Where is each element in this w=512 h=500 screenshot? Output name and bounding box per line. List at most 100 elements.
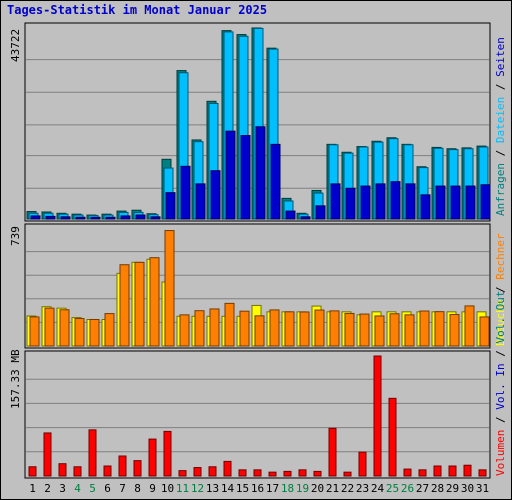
- bar-volumen-day-28: [433, 465, 442, 477]
- legend-entry: Seiten: [494, 37, 507, 77]
- bar-seiten-day-20: [315, 205, 326, 220]
- x-tick-label: 14: [221, 482, 235, 495]
- legend-entry: Vol. In: [494, 363, 507, 409]
- bar-seiten-day-19: [300, 216, 311, 220]
- x-tick-label: 6: [104, 482, 111, 495]
- bar-rechner-day-17: [269, 309, 280, 347]
- bar-rechner-day-7: [119, 264, 130, 347]
- bar-rechner-day-30: [464, 305, 475, 347]
- bar-volumen-day-29: [448, 465, 457, 477]
- top-ymax-label: 43722: [9, 29, 22, 62]
- x-tick-label: 23: [356, 482, 369, 495]
- bar-rechner-day-8: [134, 261, 145, 347]
- bar-seiten-day-23: [360, 185, 371, 220]
- bar-volumen-day-6: [103, 465, 112, 477]
- bar-rechner-day-15: [239, 310, 250, 347]
- panel-legend: Besuche / Rechner: [494, 233, 507, 346]
- bar-seiten-day-9: [150, 216, 161, 220]
- bar-seiten-day-3: [60, 216, 71, 220]
- bar-volumen-day-23: [358, 451, 367, 477]
- legend-entry: Anfragen: [494, 163, 507, 216]
- bar-seiten-day-25: [390, 181, 401, 220]
- bar-volumen-day-17: [268, 471, 277, 477]
- bar-volumen-day-15: [238, 469, 247, 477]
- bar-volumen-day-3: [58, 463, 67, 477]
- bar-volumen-day-8: [133, 460, 142, 477]
- bar-rechner-day-2: [44, 307, 55, 347]
- bar-seiten-day-4: [75, 216, 86, 220]
- bar-volumen-day-7: [118, 455, 127, 477]
- bar-seiten-day-31: [480, 184, 491, 220]
- bar-rechner-day-27: [419, 310, 430, 347]
- bar-volumen-day-19: [298, 469, 307, 477]
- bar-rechner-day-12: [194, 310, 205, 347]
- x-tick-label: 8: [134, 482, 141, 495]
- bar-seiten-day-11: [180, 165, 191, 220]
- bar-seiten-day-26: [405, 183, 416, 220]
- bar-volumen-day-20: [313, 470, 322, 477]
- bar-volumen-day-5: [88, 429, 97, 477]
- bar-rechner-day-18: [284, 311, 295, 347]
- x-tick-label: 15: [236, 482, 249, 495]
- bar-rechner-day-21: [329, 310, 340, 347]
- legend-separator: /: [494, 143, 507, 163]
- bar-volumen-day-27: [418, 469, 427, 477]
- bar-rechner-day-24: [374, 315, 385, 347]
- x-tick-label: 29: [446, 482, 459, 495]
- bar-rechner-day-10: [164, 230, 175, 347]
- x-tick-label: 9: [149, 482, 156, 495]
- bar-rechner-day-16: [254, 315, 265, 347]
- bar-rechner-day-13: [209, 308, 220, 347]
- bar-rechner-day-23: [359, 313, 370, 347]
- x-tick-label: 4: [74, 482, 81, 495]
- x-tick-label: 5: [89, 482, 96, 495]
- legend-entry: Volumen: [494, 430, 507, 476]
- bar-volumen-day-1: [28, 466, 37, 477]
- bar-seiten-day-28: [435, 185, 446, 220]
- bottom-panel: [24, 350, 491, 479]
- legend-separator: /: [494, 77, 507, 97]
- bar-rechner-day-25: [389, 313, 400, 347]
- bar-volumen-day-21: [328, 427, 337, 477]
- bar-volumen-day-11: [178, 470, 187, 477]
- bar-seiten-day-16: [255, 126, 266, 220]
- panel-legend: Volumen / Vol. In / Vol. Out: [494, 291, 507, 476]
- legend-entry: Besuche: [494, 300, 507, 346]
- bar-volumen-day-2: [43, 432, 52, 477]
- x-tick-label: 21: [326, 482, 339, 495]
- bar-volumen-day-22: [343, 471, 352, 477]
- x-tick-label: 24: [371, 482, 385, 495]
- bar-rechner-day-4: [74, 318, 85, 347]
- bar-rechner-day-6: [104, 313, 115, 347]
- bar-volumen-day-12: [193, 467, 202, 477]
- bar-volumen-day-13: [208, 466, 217, 477]
- legend-separator: /: [494, 344, 507, 364]
- x-tick-label: 2: [44, 482, 51, 495]
- bar-volumen-day-30: [463, 464, 472, 477]
- bar-volumen-day-10: [163, 430, 172, 477]
- bar-seiten-day-10: [165, 192, 176, 220]
- bar-seiten-day-17: [270, 143, 281, 220]
- bottom-ymax-label: 157.33 MB: [9, 349, 22, 409]
- x-tick-label: 30: [461, 482, 474, 495]
- x-tick-label: 31: [476, 482, 489, 495]
- bar-rechner-day-22: [344, 312, 355, 347]
- bar-volumen-day-25: [388, 397, 397, 477]
- bar-rechner-day-19: [299, 311, 310, 347]
- legend-entry: Dateien: [494, 97, 507, 143]
- x-tick-label: 1: [29, 482, 36, 495]
- bar-seiten-day-14: [225, 130, 236, 220]
- x-tick-label: 11: [176, 482, 189, 495]
- bar-seiten-day-8: [135, 214, 146, 220]
- bar-seiten-day-6: [105, 216, 116, 220]
- x-tick-label: 22: [341, 482, 354, 495]
- bar-volumen-day-26: [403, 468, 412, 477]
- bar-rechner-day-1: [29, 316, 40, 347]
- bar-rechner-day-20: [314, 309, 325, 347]
- x-tick-label: 12: [191, 482, 204, 495]
- bar-seiten-day-29: [450, 185, 461, 220]
- legend-separator: /: [494, 410, 507, 430]
- bar-rechner-day-5: [89, 318, 100, 347]
- x-tick-label: 27: [416, 482, 429, 495]
- bar-volumen-day-18: [283, 470, 292, 477]
